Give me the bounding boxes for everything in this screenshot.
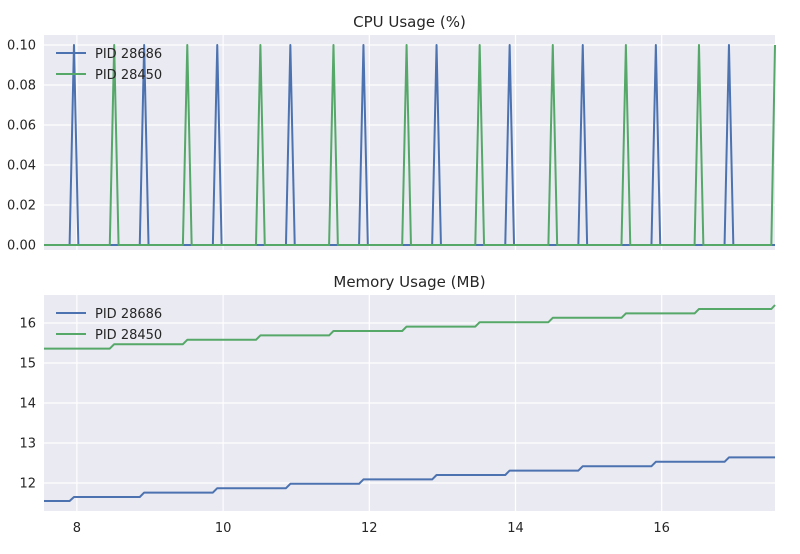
cpu-series-line-pid-28450 [44, 44, 776, 246]
memory-usage-panel: 12 13 14 15 16 8 10 12 14 16 Memory Usage (MB) P… [19, 273, 776, 536]
memory-x-tick-label: 12 [361, 521, 378, 536]
cpu-legend-label-pid-28450: PID 28450 [95, 68, 162, 83]
cpu-y-tick-label: 0.08 [7, 79, 36, 94]
memory-y-tick-label: 16 [19, 317, 36, 332]
memory-legend-label-pid-28450: PID 28450 [95, 328, 162, 343]
memory-x-tick-label: 16 [653, 521, 670, 536]
memory-series-line-pid-28450 [44, 304, 776, 350]
memory-legend: PID 28686 PID 28450 [56, 307, 162, 343]
cpu-legend-label-pid-28686: PID 28686 [95, 47, 162, 62]
memory-chart-title: Memory Usage (MB) [333, 273, 485, 291]
memory-y-tick-labels: 12 13 14 15 16 [19, 317, 36, 492]
memory-x-tick-label: 8 [73, 521, 81, 536]
cpu-y-tick-labels: 0.00 0.02 0.04 0.06 0.08 0.10 [7, 39, 36, 254]
cpu-chart-title: CPU Usage (%) [353, 13, 466, 31]
memory-x-tick-label: 14 [507, 521, 524, 536]
cpu-y-tick-label: 0.02 [7, 199, 36, 214]
memory-y-tick-label: 12 [19, 477, 36, 492]
memory-y-tick-label: 15 [19, 357, 36, 372]
cpu-y-tick-label: 0.06 [7, 119, 36, 134]
cpu-y-tick-label: 0.04 [7, 159, 36, 174]
cpu-y-tick-label: 0.00 [7, 239, 36, 254]
memory-series-line-pid-28686 [44, 456, 775, 502]
memory-x-tick-labels: 8 10 12 14 16 [73, 521, 670, 536]
memory-y-tick-label: 13 [19, 437, 36, 452]
cpu-y-tick-label: 0.10 [7, 39, 36, 54]
memory-legend-label-pid-28686: PID 28686 [95, 307, 162, 322]
memory-gridlines [44, 295, 775, 511]
cpu-series-lines [44, 44, 776, 246]
cpu-usage-panel: 0.00 0.02 0.04 0.06 0.08 0.10 CPU Usage (%) P… [7, 13, 776, 254]
cpu-legend: PID 28686 PID 28450 [56, 47, 162, 83]
memory-y-tick-label: 14 [19, 397, 36, 412]
memory-x-tick-label: 10 [215, 521, 232, 536]
memory-series-lines [44, 304, 776, 502]
